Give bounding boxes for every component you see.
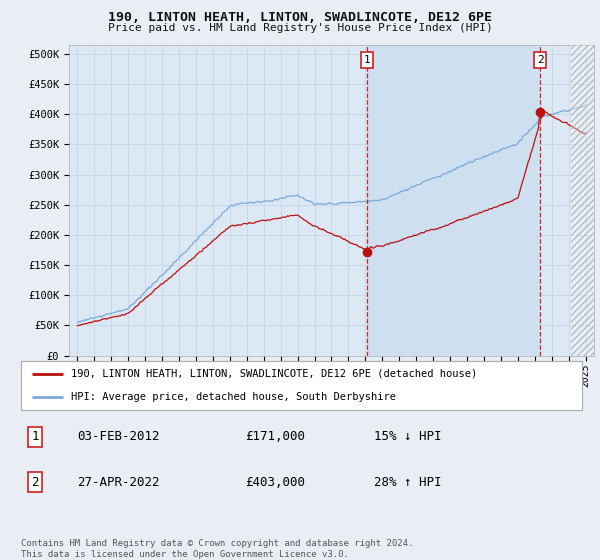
Text: 190, LINTON HEATH, LINTON, SWADLINCOTE, DE12 6PE: 190, LINTON HEATH, LINTON, SWADLINCOTE, …	[108, 11, 492, 24]
Text: £403,000: £403,000	[245, 475, 305, 488]
Text: Price paid vs. HM Land Registry's House Price Index (HPI): Price paid vs. HM Land Registry's House …	[107, 23, 493, 33]
Text: 03-FEB-2012: 03-FEB-2012	[77, 431, 160, 444]
Text: 190, LINTON HEATH, LINTON, SWADLINCOTE, DE12 6PE (detached house): 190, LINTON HEATH, LINTON, SWADLINCOTE, …	[71, 369, 478, 379]
Text: HPI: Average price, detached house, South Derbyshire: HPI: Average price, detached house, Sout…	[71, 391, 397, 402]
Text: 1: 1	[364, 55, 370, 65]
Text: £171,000: £171,000	[245, 431, 305, 444]
Text: 15% ↓ HPI: 15% ↓ HPI	[374, 431, 442, 444]
Text: 2: 2	[31, 475, 39, 488]
Bar	[367, 45, 541, 356]
Text: 1: 1	[31, 431, 39, 444]
Text: 27-APR-2022: 27-APR-2022	[77, 475, 160, 488]
Text: 28% ↑ HPI: 28% ↑ HPI	[374, 475, 442, 488]
Text: Contains HM Land Registry data © Crown copyright and database right 2024.
This d: Contains HM Land Registry data © Crown c…	[21, 539, 413, 559]
Text: 2: 2	[537, 55, 544, 65]
